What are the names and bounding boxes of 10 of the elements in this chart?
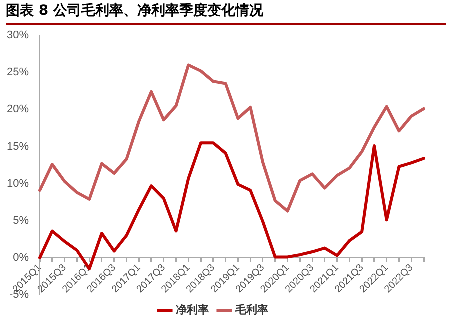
- y-tick-label: 5%: [13, 214, 30, 227]
- y-tick-label: 30%: [6, 30, 30, 42]
- y-tick-label: 15%: [6, 140, 30, 153]
- y-tick-label: 10%: [6, 178, 30, 190]
- y-tick-label: 20%: [6, 104, 30, 116]
- y-tick-label: 25%: [6, 66, 30, 79]
- chart-title: 图表 8 公司毛利率、净利率季度变化情况: [6, 2, 446, 25]
- legend-label: 净利率: [176, 304, 209, 317]
- y-tick-label: 0%: [13, 252, 30, 264]
- legend-label: 毛利率: [234, 304, 268, 317]
